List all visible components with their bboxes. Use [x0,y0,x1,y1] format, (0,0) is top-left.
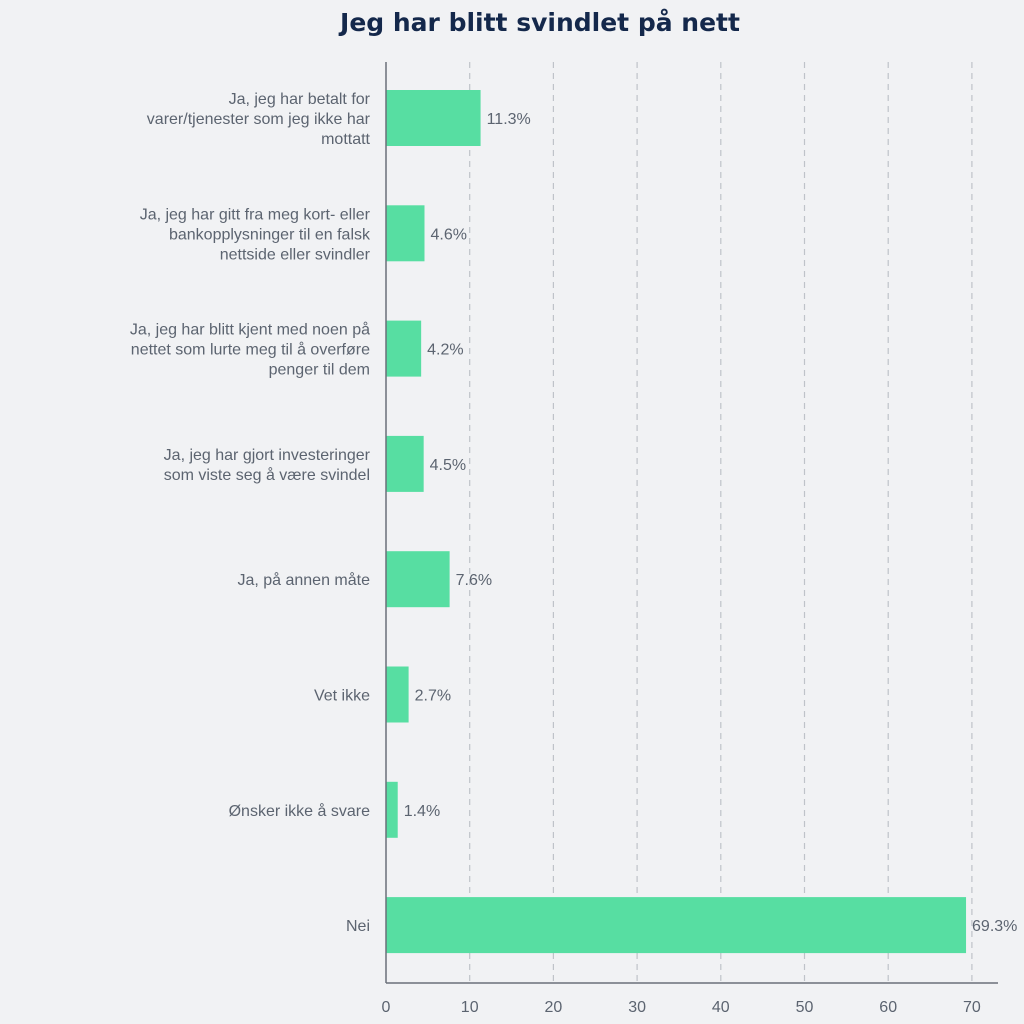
bar [386,666,409,723]
category-label-line: varer/tjenester som jeg ikke har [147,111,371,128]
category-label-line: nettside eller svindler [220,246,371,263]
data-label: 2.7% [415,688,451,705]
category-label: Ja, jeg har betalt for varer/tjenester so… [147,91,371,148]
category-label-line: Ja, jeg har betalt for [229,91,371,108]
data-label: 4.6% [431,226,467,243]
category-label: Nei [346,918,370,935]
x-tick-label: 40 [712,999,730,1016]
data-label: 69.3% [972,918,1017,935]
x-tick-label: 20 [545,999,563,1016]
category-label-line: Ønsker ikke å svare [229,802,370,820]
axes [385,62,998,984]
gridlines [469,62,973,983]
category-label-line: Ja, på annen måte [237,571,370,589]
category-label-line: mottatt [321,131,370,148]
bar [386,551,450,608]
data-label: 4.2% [427,342,463,359]
category-label-line: Vet ikke [314,688,370,705]
chart-title: Jeg har blitt svindlet på nett [338,8,740,37]
data-label: 11.3% [487,111,531,128]
category-label: Ønsker ikke å svare [229,802,370,820]
x-tick-label: 30 [628,999,646,1016]
x-tick-label: 70 [963,999,981,1016]
bar [386,781,398,838]
x-tick-label: 60 [879,999,897,1016]
category-label-line: som viste seg å være svindel [164,466,370,484]
data-label: 4.5% [430,457,466,474]
category-label: Ja, jeg har gitt fra meg kort- eller bank… [140,206,371,263]
category-label: Ja, jeg har gjort investeringer som viste… [164,447,371,484]
category-label-line: bankopplysninger til en falsk [169,226,371,243]
labels: 0 10 20 30 40 50 60 70 11.3% Ja, jeg har betalt f… [130,91,1018,1016]
category-label-line: Ja, jeg har gjort investeringer [164,447,371,464]
bar [386,90,481,146]
x-tick-label: 10 [461,999,479,1016]
category-label-line: nettet som lurte meg til å overføre [131,341,370,359]
data-label: 1.4% [404,803,440,820]
category-label-line: Ja, jeg har blitt kjent med noen på [130,321,370,339]
category-label: Ja, jeg har blitt kjent med noen på nette… [130,321,370,379]
x-tick-label: 50 [796,999,814,1016]
category-label: Vet ikke [314,688,370,705]
bar [386,320,422,377]
category-label-line: Nei [346,918,370,935]
bar [386,897,967,954]
bar [386,205,425,262]
category-label: Ja, på annen måte [237,571,370,589]
bar [386,435,424,492]
bars [386,90,967,954]
category-label-line: penger til dem [269,362,370,379]
category-label-line: Ja, jeg har gitt fra meg kort- eller [140,206,371,223]
x-tick-label: 0 [382,999,391,1016]
data-label: 7.6% [456,572,492,589]
